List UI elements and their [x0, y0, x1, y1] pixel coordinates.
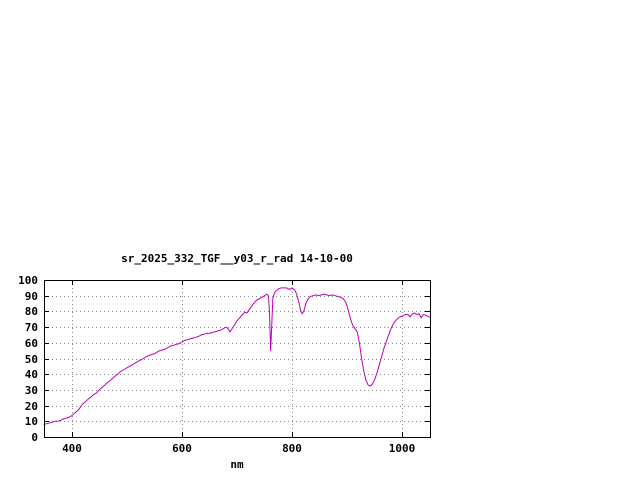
x-tick-label: 800	[282, 442, 302, 455]
y-tick-label: 20	[25, 400, 38, 413]
y-tick-label: 40	[25, 368, 38, 381]
chart-title: sr_2025_332_TGF__y03_r_rad 14-10-00	[121, 252, 353, 265]
x-tick-label: 600	[172, 442, 192, 455]
axis-layer: 400 600 800 1000 0 10 20 30 40 50 60 70 80 90 100	[18, 274, 431, 455]
x-axis-label: nm	[230, 458, 244, 471]
y-tick-label: 80	[25, 305, 38, 318]
y-tick-label: 60	[25, 337, 38, 350]
y-tick-label: 100	[18, 274, 38, 287]
grid-layer	[44, 280, 430, 438]
x-tick-label: 400	[62, 442, 82, 455]
y-tick-label: 50	[25, 353, 38, 366]
y-tick-label: 70	[25, 321, 38, 334]
series-line	[43, 287, 431, 425]
y-tick-label: 30	[25, 384, 38, 397]
y-tick-label: 10	[25, 415, 38, 428]
series-layer	[43, 287, 431, 425]
x-tick-label: 1000	[389, 442, 416, 455]
y-tick-label: 0	[31, 431, 38, 444]
y-tick-label: 90	[25, 290, 38, 303]
